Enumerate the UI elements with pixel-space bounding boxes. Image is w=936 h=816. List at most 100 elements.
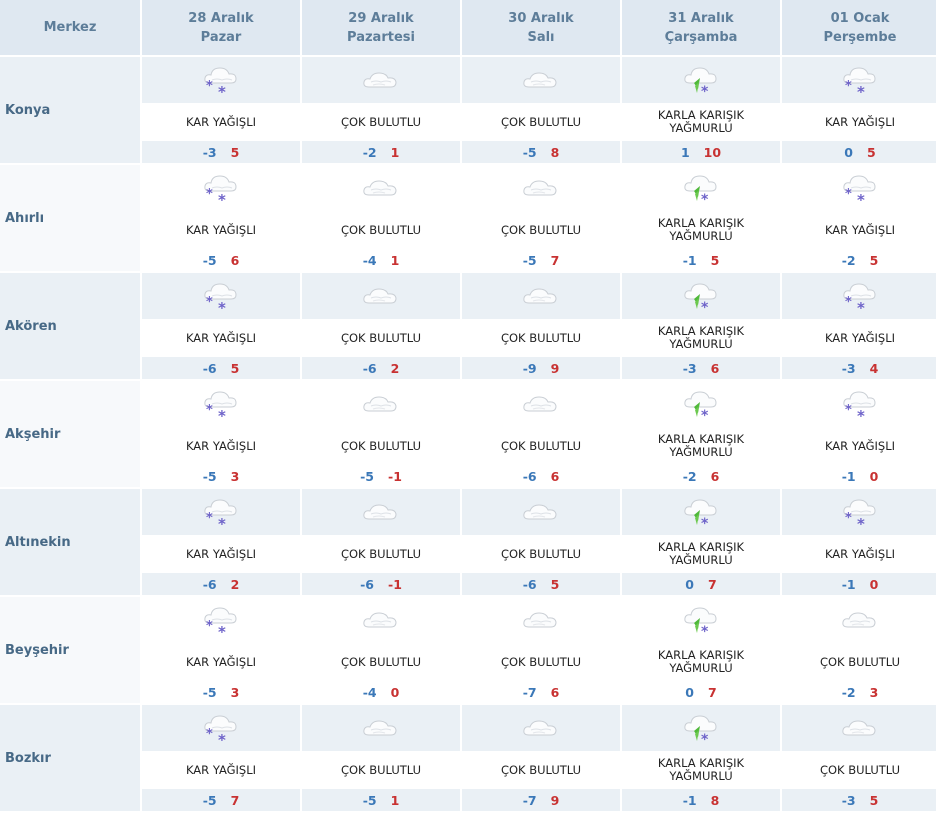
weather-description-row: KAR YAĞIŞLI bbox=[782, 211, 936, 249]
svg-text:*: * bbox=[206, 79, 213, 94]
max-temperature: 5 bbox=[550, 576, 560, 592]
snow-icon: * * bbox=[201, 710, 241, 746]
svg-text:*: * bbox=[701, 624, 709, 638]
weather-icon-row: * * bbox=[142, 489, 300, 535]
forecast-cell: ÇOK BULUTLU -5 7 bbox=[462, 165, 620, 271]
temperature-row: -6 5 bbox=[462, 573, 620, 595]
min-temperature: -5 bbox=[202, 468, 217, 484]
weather-description-row: KARLA KARIŞIK YAĞMURLU bbox=[622, 211, 780, 249]
weather-icon-row: * bbox=[622, 597, 780, 643]
svg-text:*: * bbox=[206, 187, 213, 202]
day-header: 31 Aralık Çarşamba bbox=[622, 0, 780, 55]
weather-icon-row: * bbox=[622, 273, 780, 319]
temperature-row: -5 1 bbox=[302, 789, 460, 811]
snow-icon: * * bbox=[201, 386, 241, 422]
max-temperature: 0 bbox=[869, 576, 879, 592]
cloudy-icon bbox=[361, 713, 401, 743]
weather-description: KAR YAĞIŞLI bbox=[824, 114, 896, 129]
forecast-cell: ÇOK BULUTLU -2 3 bbox=[782, 597, 936, 703]
min-temperature: -6 bbox=[522, 468, 537, 484]
city-name-cell: Bozkır bbox=[0, 705, 140, 811]
weather-description-row: ÇOK BULUTLU bbox=[462, 535, 620, 573]
svg-text:*: * bbox=[845, 403, 852, 418]
forecast-cell: * KARLA KARIŞIK YAĞMURLU 0 7 bbox=[622, 597, 780, 703]
cloudy-icon bbox=[521, 497, 561, 527]
min-temperature: -1 bbox=[841, 576, 856, 592]
weather-description-row: ÇOK BULUTLU bbox=[302, 103, 460, 141]
max-temperature: 7 bbox=[708, 684, 717, 700]
temperature-row: -9 9 bbox=[462, 357, 620, 379]
forecast-cell: ÇOK BULUTLU -5 -1 bbox=[302, 381, 460, 487]
weather-icon-row: * * bbox=[142, 705, 300, 751]
max-temperature: 7 bbox=[708, 576, 717, 592]
weather-description-row: KARLA KARIŞIK YAĞMURLU bbox=[622, 535, 780, 573]
svg-text:*: * bbox=[701, 732, 709, 746]
day-header: 30 Aralık Salı bbox=[462, 0, 620, 55]
svg-text:*: * bbox=[206, 727, 213, 742]
weather-description-row: KAR YAĞIŞLI bbox=[142, 427, 300, 465]
city-name: Akören bbox=[5, 318, 57, 334]
min-temperature: -6 bbox=[202, 360, 217, 376]
forecast-cell: * * KAR YAĞIŞLI -1 0 bbox=[782, 489, 936, 595]
cloudy-icon bbox=[361, 65, 401, 95]
forecast-cell: * KARLA KARIŞIK YAĞMURLU 0 7 bbox=[622, 489, 780, 595]
temperature-row: -1 8 bbox=[622, 789, 780, 811]
weather-description: KAR YAĞIŞLI bbox=[824, 330, 896, 345]
forecast-cell: ÇOK BULUTLU -4 1 bbox=[302, 165, 460, 271]
forecast-cell: * * KAR YAĞIŞLI 0 5 bbox=[782, 57, 936, 163]
weather-description-row: ÇOK BULUTLU bbox=[462, 427, 620, 465]
snow-icon: * * bbox=[840, 386, 880, 422]
weather-description-row: ÇOK BULUTLU bbox=[782, 751, 936, 789]
max-temperature: 9 bbox=[550, 360, 560, 376]
weather-description-row: ÇOK BULUTLU bbox=[462, 103, 620, 141]
day-weekday: Pazartesi bbox=[347, 29, 415, 45]
snow-icon: * * bbox=[840, 62, 880, 98]
snow-icon: * * bbox=[201, 278, 241, 314]
sleet-icon: * bbox=[681, 170, 721, 206]
temperature-row: 1 10 bbox=[622, 141, 780, 163]
min-temperature: -2 bbox=[682, 468, 697, 484]
svg-text:*: * bbox=[206, 403, 213, 418]
weather-description-row: KAR YAĞIŞLI bbox=[142, 535, 300, 573]
station-label: Merkez bbox=[43, 20, 97, 35]
svg-text:*: * bbox=[218, 515, 226, 530]
weather-icon-row: * * bbox=[142, 597, 300, 643]
svg-text:*: * bbox=[701, 408, 709, 422]
weather-description: KARLA KARIŞIK YAĞMURLU bbox=[657, 216, 745, 243]
forecast-cell: ÇOK BULUTLU -9 9 bbox=[462, 273, 620, 379]
min-temperature: -5 bbox=[202, 792, 217, 808]
max-temperature: 7 bbox=[550, 252, 560, 268]
min-temperature: -6 bbox=[362, 360, 377, 376]
weather-icon-row bbox=[462, 273, 620, 319]
svg-text:*: * bbox=[845, 187, 852, 202]
weather-description: KAR YAĞIŞLI bbox=[824, 222, 896, 237]
weather-description-row: KAR YAĞIŞLI bbox=[142, 319, 300, 357]
temperature-row: -2 5 bbox=[782, 249, 936, 271]
temperature-row: -3 4 bbox=[782, 357, 936, 379]
cloudy-icon bbox=[521, 173, 561, 203]
weather-description: KARLA KARIŞIK YAĞMURLU bbox=[657, 324, 745, 351]
weather-icon-row bbox=[462, 489, 620, 535]
min-temperature: -3 bbox=[202, 144, 217, 160]
svg-text:*: * bbox=[845, 511, 852, 526]
sleet-icon: * bbox=[681, 62, 721, 98]
svg-text:*: * bbox=[218, 299, 226, 314]
max-temperature: 6 bbox=[710, 468, 720, 484]
cloudy-icon bbox=[361, 173, 401, 203]
forecast-cell: * * KAR YAĞIŞLI -6 2 bbox=[142, 489, 300, 595]
weather-description-row: KARLA KARIŞIK YAĞMURLU bbox=[622, 427, 780, 465]
sleet-icon: * bbox=[681, 494, 721, 530]
max-temperature: 2 bbox=[230, 576, 240, 592]
temperature-row: -4 1 bbox=[302, 249, 460, 271]
sleet-icon: * bbox=[681, 386, 721, 422]
weather-icon-row: * * bbox=[782, 381, 936, 427]
city-name-cell: Ahırlı bbox=[0, 165, 140, 271]
cloudy-icon bbox=[521, 65, 561, 95]
temperature-row: -4 0 bbox=[302, 681, 460, 703]
svg-text:*: * bbox=[857, 191, 865, 206]
forecast-cell: * * KAR YAĞIŞLI -3 4 bbox=[782, 273, 936, 379]
cloudy-icon bbox=[361, 281, 401, 311]
weather-description-row: KAR YAĞIŞLI bbox=[782, 427, 936, 465]
weather-icon-row: * bbox=[622, 57, 780, 103]
max-temperature: 2 bbox=[390, 360, 400, 376]
